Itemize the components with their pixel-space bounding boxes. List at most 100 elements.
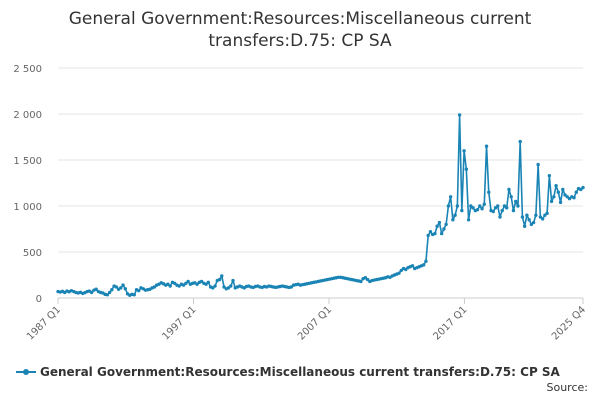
data-point[interactable] [426,233,430,238]
data-point[interactable] [457,113,462,117]
data-point[interactable] [446,204,451,208]
data-point[interactable] [540,217,545,221]
data-point[interactable] [220,274,224,278]
data-point[interactable] [226,286,231,290]
data-point[interactable] [365,277,370,282]
data-point[interactable] [502,204,507,208]
data-point[interactable] [464,167,469,171]
data-point[interactable] [565,195,569,199]
data-point[interactable] [574,190,578,194]
data-point[interactable] [152,285,157,289]
data-point[interactable] [507,187,511,192]
data-point[interactable] [399,268,403,273]
data-point[interactable] [549,199,554,204]
data-point[interactable] [359,279,363,284]
data-point[interactable] [536,162,540,167]
data-point[interactable] [522,224,527,228]
data-point[interactable] [558,200,563,205]
data-point[interactable] [123,287,128,291]
data-point[interactable] [206,280,211,285]
data-point[interactable] [195,282,199,286]
data-point[interactable] [547,173,552,178]
data-point[interactable] [213,284,217,288]
data-point[interactable] [581,185,585,190]
data-point[interactable] [572,196,576,200]
data-point[interactable] [433,231,437,236]
data-point[interactable] [554,184,558,188]
data-point[interactable] [439,231,444,236]
data-point[interactable] [172,281,177,285]
data-point[interactable] [561,187,565,192]
data-point[interactable] [475,207,480,212]
data-point[interactable] [460,208,464,213]
data-point[interactable] [545,211,549,216]
legend[interactable]: General Government:Resources:Miscellaneo… [16,363,560,381]
data-point[interactable] [231,278,235,283]
data-point[interactable] [186,279,190,284]
data-point[interactable] [493,206,498,210]
data-point[interactable] [466,218,471,222]
data-point[interactable] [424,259,428,263]
data-point[interactable] [487,190,491,194]
data-point[interactable] [363,276,368,280]
data-point[interactable] [89,290,94,295]
data-point[interactable] [217,277,222,282]
data-point[interactable] [199,279,204,284]
data-point[interactable] [105,293,110,297]
data-point[interactable] [121,283,125,287]
data-point[interactable] [516,204,520,208]
data-point[interactable] [119,286,123,290]
data-point[interactable] [529,222,534,227]
data-point[interactable] [404,267,408,272]
data-point[interactable] [448,195,453,199]
data-point[interactable] [442,227,446,231]
data-point[interactable] [410,264,415,268]
data-point[interactable] [177,284,181,288]
data-point[interactable] [518,139,522,144]
data-point[interactable] [509,195,513,199]
data-point[interactable] [137,288,141,293]
data-point[interactable] [534,213,538,217]
data-point[interactable] [525,213,529,217]
data-point[interactable] [567,196,572,201]
data-point[interactable] [107,290,112,295]
data-point[interactable] [484,144,489,148]
data-point[interactable] [435,224,439,228]
data-point[interactable] [451,218,455,222]
data-point[interactable] [168,284,172,288]
data-point[interactable] [437,220,442,225]
data-point[interactable] [552,195,556,199]
data-point[interactable] [471,206,475,210]
data-point[interactable] [543,213,547,217]
data-point[interactable] [520,215,525,219]
data-point[interactable] [184,281,188,285]
data-point[interactable] [538,215,543,219]
data-point[interactable] [469,204,473,208]
data-point[interactable] [482,202,486,206]
data-point[interactable] [579,187,583,192]
data-point[interactable] [229,284,233,288]
data-point[interactable] [94,287,98,291]
data-point[interactable] [491,209,495,214]
data-point[interactable] [556,190,561,194]
data-point[interactable] [505,206,509,210]
data-point[interactable] [513,199,518,204]
data-point[interactable] [478,204,482,208]
data-point[interactable] [500,208,504,213]
data-point[interactable] [480,207,484,211]
data-point[interactable] [397,271,401,275]
data-point[interactable] [110,288,114,292]
data-point[interactable] [211,286,215,290]
data-point[interactable] [132,293,136,297]
data-point[interactable] [166,282,170,286]
data-point[interactable] [563,193,567,197]
data-point[interactable] [455,204,460,208]
data-point[interactable] [114,285,119,289]
data-point[interactable] [453,213,457,217]
data-point[interactable] [444,222,448,227]
data-point[interactable] [289,285,294,289]
data-point[interactable] [462,149,466,153]
data-point[interactable] [527,218,531,222]
data-point[interactable] [428,230,433,234]
data-point[interactable] [181,283,186,287]
